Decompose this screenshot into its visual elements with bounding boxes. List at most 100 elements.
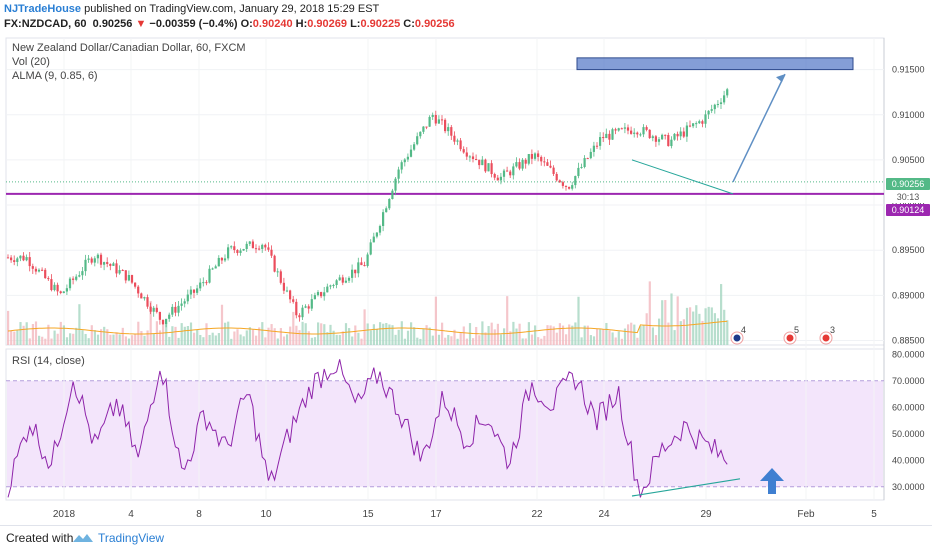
volume-bar bbox=[441, 322, 444, 345]
published-text: published on TradingView.com, January 29… bbox=[84, 3, 380, 15]
volume-bar bbox=[180, 323, 183, 345]
candle-body bbox=[648, 129, 651, 139]
volume-bar bbox=[326, 332, 329, 345]
candle-body bbox=[673, 133, 676, 140]
volume-ma-line bbox=[7, 320, 728, 335]
candle-body bbox=[273, 255, 276, 272]
candle-body bbox=[196, 288, 199, 293]
candle-body bbox=[72, 278, 75, 280]
candle-body bbox=[13, 260, 16, 262]
volume-bar bbox=[313, 337, 317, 345]
candle-body bbox=[118, 270, 121, 274]
volume-bar bbox=[534, 325, 537, 345]
candle-body bbox=[313, 295, 316, 300]
volume-bar bbox=[10, 330, 13, 345]
candle-body bbox=[351, 269, 354, 278]
volume-bar bbox=[279, 328, 282, 345]
candle-body bbox=[568, 186, 571, 189]
tradingview-brand[interactable]: TradingView bbox=[98, 531, 165, 545]
candle-body bbox=[47, 278, 50, 280]
volume-bar bbox=[391, 325, 394, 345]
rsi-divergence-line bbox=[631, 478, 741, 497]
candle-body bbox=[509, 171, 512, 176]
candle-body bbox=[143, 297, 146, 299]
volume-bar bbox=[329, 324, 332, 345]
candle-body bbox=[99, 254, 103, 265]
symbol-label: FX:NZDCAD, 60 bbox=[4, 18, 87, 30]
candle-body bbox=[109, 263, 112, 266]
candle-body bbox=[6, 257, 10, 259]
l-label: L: bbox=[350, 18, 361, 30]
volume-bar bbox=[397, 329, 400, 345]
up-arrow-icon bbox=[760, 468, 784, 494]
change-value: −0.00359 (−0.4%) bbox=[149, 18, 238, 30]
volume-bar bbox=[127, 338, 131, 345]
candle-body bbox=[295, 301, 298, 316]
candle-body bbox=[127, 275, 130, 281]
volume-bar bbox=[475, 326, 478, 345]
volume-bar bbox=[354, 325, 357, 345]
flag-nz-icon bbox=[733, 334, 741, 342]
volume-bar bbox=[264, 337, 267, 345]
candle-body bbox=[645, 127, 648, 130]
candle-body bbox=[307, 306, 310, 309]
candle-body bbox=[695, 123, 698, 125]
candle-body bbox=[369, 242, 372, 255]
volume-bar bbox=[720, 284, 723, 345]
candle-body bbox=[664, 134, 667, 136]
volume-bar bbox=[7, 310, 10, 345]
x-tick-label: 8 bbox=[196, 509, 202, 520]
candle-body bbox=[692, 123, 695, 127]
candle-body bbox=[422, 126, 425, 132]
candle-body bbox=[453, 135, 456, 142]
volume-bar bbox=[124, 336, 127, 345]
candle-body bbox=[521, 159, 524, 169]
volume-bar bbox=[47, 324, 50, 345]
l-value: 0.90225 bbox=[360, 18, 401, 30]
volume-bar bbox=[106, 329, 109, 345]
volume-bar bbox=[704, 308, 707, 345]
created-with-text: Created with bbox=[6, 531, 74, 545]
h-value: 0.90269 bbox=[307, 18, 347, 30]
volume-bar bbox=[552, 326, 555, 345]
candle-body bbox=[68, 278, 72, 289]
candle-body bbox=[391, 190, 394, 200]
volume-bar bbox=[78, 304, 81, 345]
chart-area[interactable]: 0.915000.910000.905000.900000.895000.890… bbox=[0, 34, 932, 525]
volume-bar bbox=[341, 331, 344, 345]
volume-bar bbox=[599, 329, 602, 345]
candle-body bbox=[75, 276, 78, 280]
candle-body bbox=[462, 149, 465, 153]
author-link[interactable]: NJTradeHouse bbox=[4, 3, 82, 15]
candle-body bbox=[59, 291, 62, 294]
candle-body bbox=[81, 271, 84, 276]
last-price: 0.90256 bbox=[92, 18, 133, 30]
volume-bar bbox=[131, 335, 134, 345]
event-count: 3 bbox=[830, 325, 835, 335]
candle-body bbox=[41, 269, 44, 271]
volume-bar bbox=[174, 326, 177, 345]
x-tick-label: 29 bbox=[700, 509, 712, 520]
volume-bar bbox=[602, 329, 605, 345]
candle-body bbox=[236, 250, 239, 253]
volume-bar bbox=[121, 327, 124, 345]
volume-bar bbox=[112, 334, 115, 345]
candle-body bbox=[493, 174, 496, 178]
volume-bar bbox=[87, 338, 90, 345]
volume-bar bbox=[239, 334, 242, 345]
volume-bar bbox=[630, 322, 633, 345]
price-tick-label: 0.91000 bbox=[892, 110, 925, 120]
volume-bar bbox=[540, 338, 543, 345]
candle-body bbox=[571, 185, 574, 189]
volume-bar bbox=[286, 334, 289, 345]
candle-body bbox=[512, 166, 515, 176]
volume-bar bbox=[205, 323, 208, 345]
volume-bar bbox=[100, 329, 103, 345]
volume-bar bbox=[338, 334, 341, 345]
volume-bar bbox=[96, 334, 100, 345]
current-price-tag: 0.90256 bbox=[886, 178, 930, 190]
x-tick-label: 5 bbox=[871, 509, 877, 520]
candle-body bbox=[44, 269, 47, 279]
candle-body bbox=[589, 151, 592, 159]
